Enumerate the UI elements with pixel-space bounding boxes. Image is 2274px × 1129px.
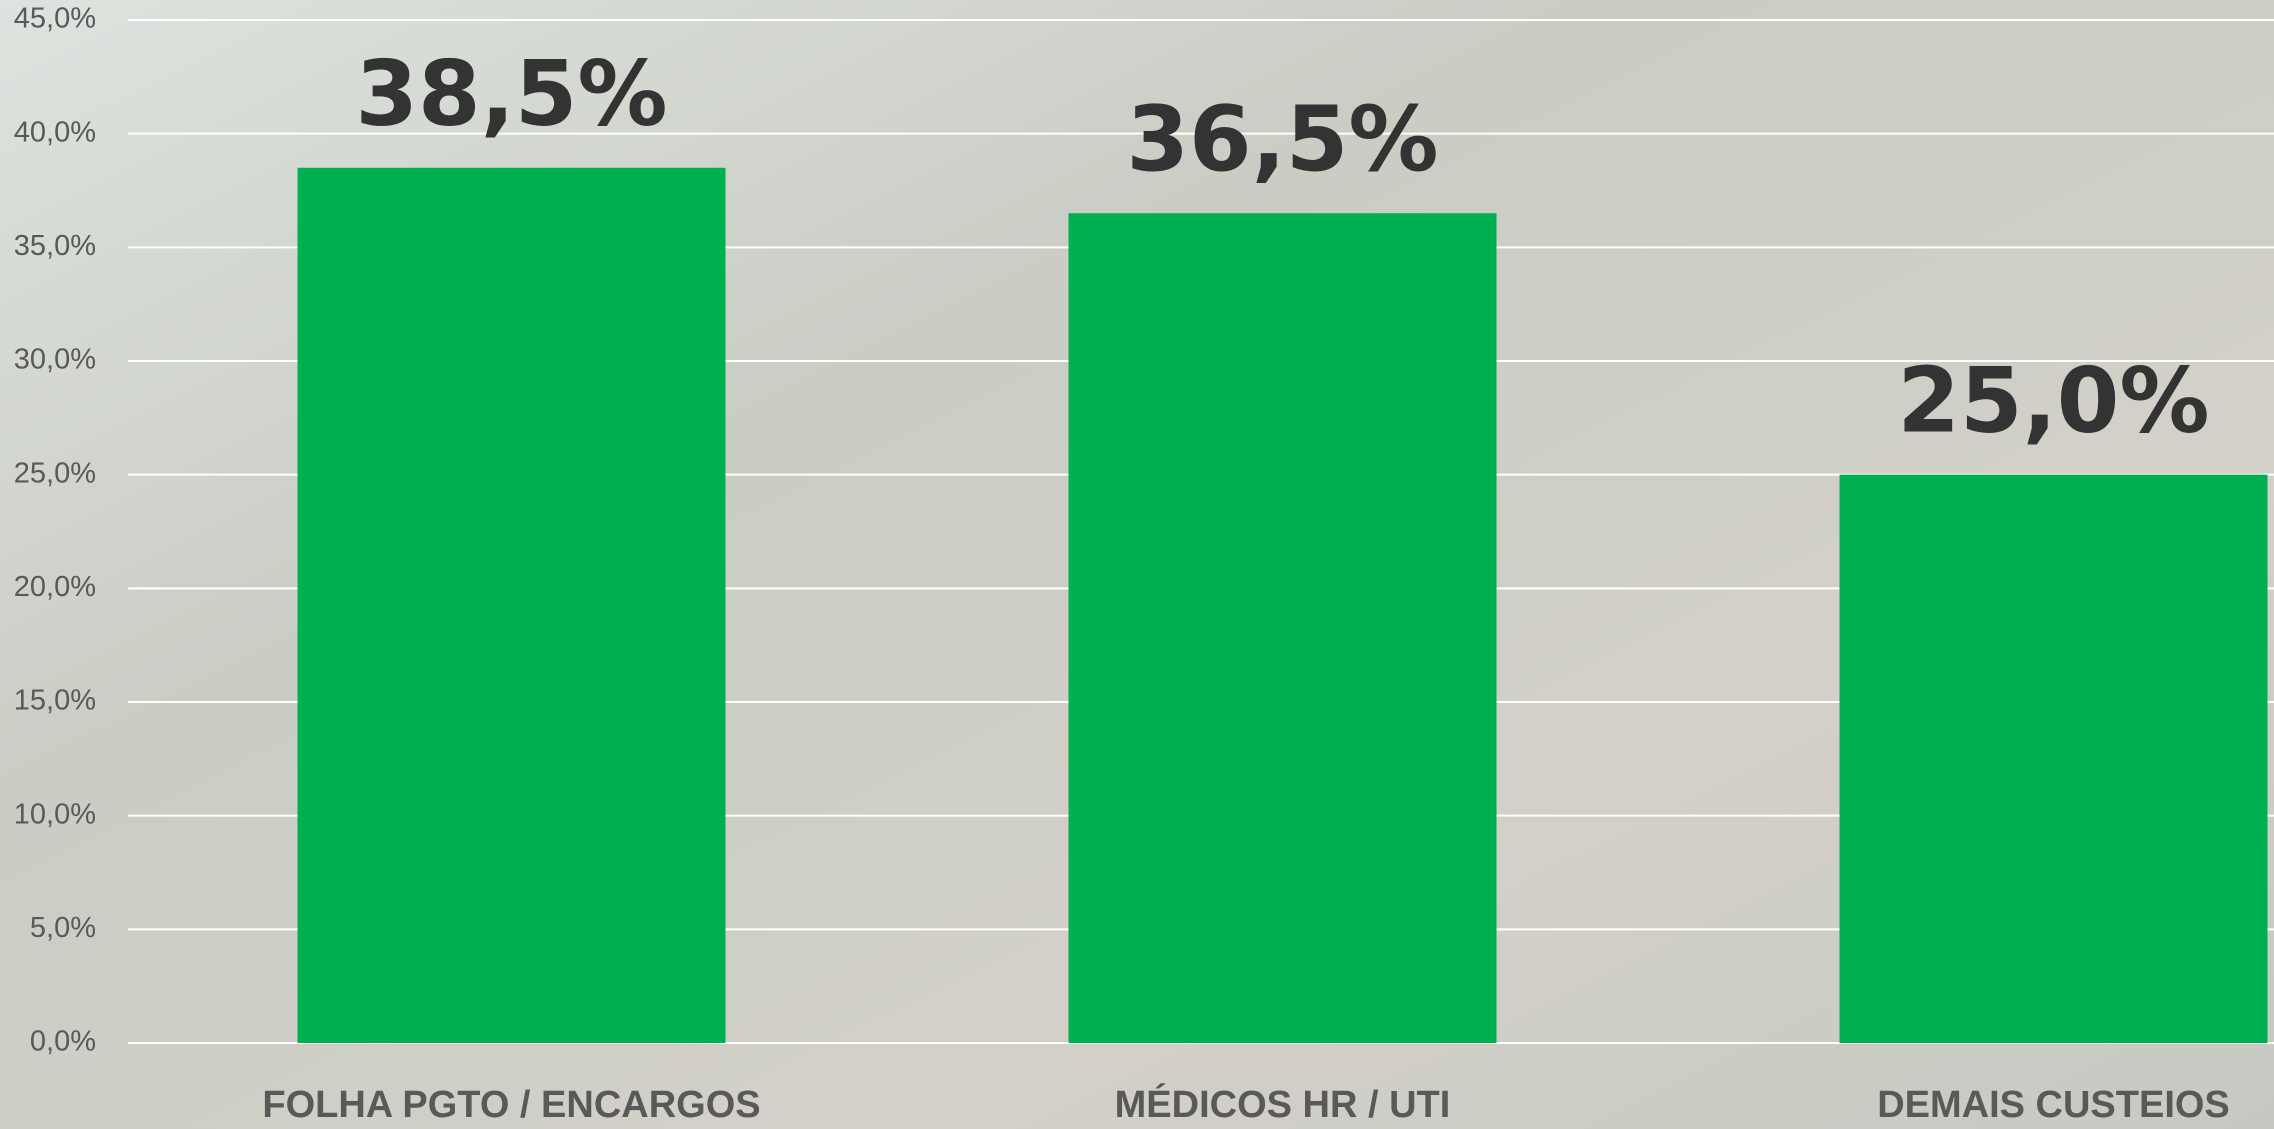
x-tick-label: FOLHA PGTO / ENCARGOS <box>262 1084 760 1126</box>
y-tick-label: 20,0% <box>14 571 96 603</box>
value-label: 25,0% <box>1897 349 2209 454</box>
y-tick-label: 0,0% <box>30 1026 96 1058</box>
y-tick-label: 10,0% <box>14 798 96 830</box>
y-tick-label: 30,0% <box>14 344 96 376</box>
bar <box>1069 213 1497 1043</box>
y-tick-label: 15,0% <box>14 685 96 717</box>
value-label: 38,5% <box>355 42 667 147</box>
y-tick-label: 40,0% <box>14 116 96 148</box>
y-tick-label: 25,0% <box>14 457 96 489</box>
value-label: 36,5% <box>1126 87 1438 192</box>
bar <box>1840 475 2268 1043</box>
x-tick-label: MÉDICOS HR / UTI <box>1115 1082 1451 1126</box>
y-tick-label: 45,0% <box>14 3 96 35</box>
y-tick-label: 35,0% <box>14 230 96 262</box>
y-tick-label: 5,0% <box>30 912 96 944</box>
chart: 0,0% 5,0% 10,0% 15,0% 20,0% 25,0% 30,0% 35,0% 40… <box>0 0 2274 1129</box>
bar <box>298 168 726 1043</box>
x-tick-label: DEMAIS CUSTEIOS <box>1877 1084 2230 1126</box>
